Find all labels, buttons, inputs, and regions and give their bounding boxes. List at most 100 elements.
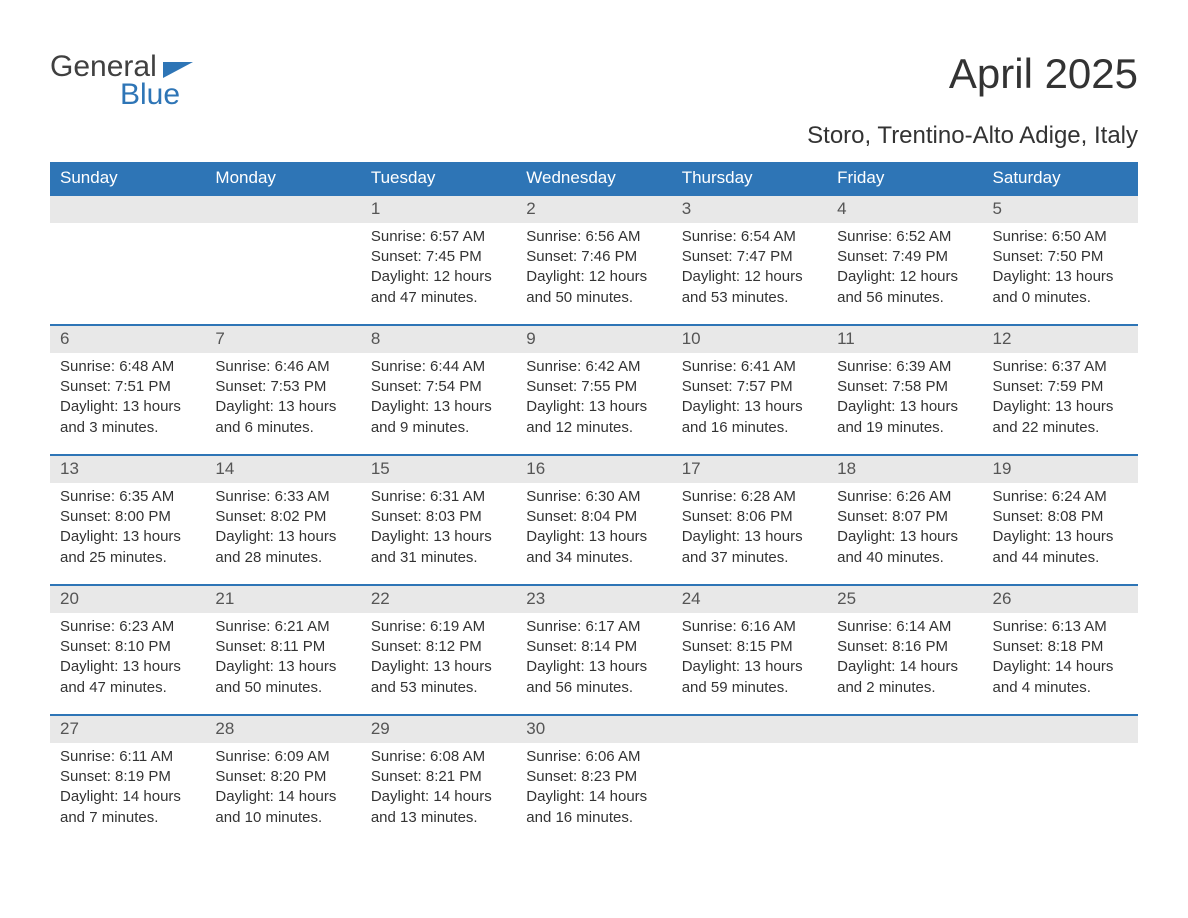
day-number: 9 <box>516 326 671 353</box>
daylight-line-1: Daylight: 14 hours <box>371 787 506 807</box>
calendar-cell: 30Sunrise: 6:06 AMSunset: 8:23 PMDayligh… <box>516 715 671 845</box>
sunset-line: Sunset: 7:47 PM <box>682 247 817 267</box>
sunset-line: Sunset: 7:57 PM <box>682 377 817 397</box>
calendar-week-row: 1Sunrise: 6:57 AMSunset: 7:45 PMDaylight… <box>50 195 1138 325</box>
daylight-line-1: Daylight: 13 hours <box>215 657 350 677</box>
day-number: 5 <box>983 196 1138 223</box>
calendar-cell: 19Sunrise: 6:24 AMSunset: 8:08 PMDayligh… <box>983 455 1138 585</box>
daylight-line-2: and 10 minutes. <box>215 808 350 828</box>
sunrise-line: Sunrise: 6:23 AM <box>60 617 195 637</box>
sunset-line: Sunset: 8:08 PM <box>993 507 1128 527</box>
daylight-line-2: and 37 minutes. <box>682 548 817 568</box>
location-subtitle: Storo, Trentino-Alto Adige, Italy <box>50 122 1138 150</box>
calendar-cell: 9Sunrise: 6:42 AMSunset: 7:55 PMDaylight… <box>516 325 671 455</box>
sunrise-line: Sunrise: 6:35 AM <box>60 487 195 507</box>
sunset-line: Sunset: 8:23 PM <box>526 767 661 787</box>
sunset-line: Sunset: 8:18 PM <box>993 637 1128 657</box>
sunset-line: Sunset: 8:11 PM <box>215 637 350 657</box>
day-number: 11 <box>827 326 982 353</box>
daylight-line-1: Daylight: 12 hours <box>371 267 506 287</box>
sunrise-line: Sunrise: 6:42 AM <box>526 357 661 377</box>
sunset-line: Sunset: 7:49 PM <box>837 247 972 267</box>
day-header: Wednesday <box>516 162 671 195</box>
day-data: Sunrise: 6:48 AMSunset: 7:51 PMDaylight:… <box>50 353 205 450</box>
calendar-cell <box>50 195 205 325</box>
day-number: 8 <box>361 326 516 353</box>
sunset-line: Sunset: 7:50 PM <box>993 247 1128 267</box>
day-data: Sunrise: 6:54 AMSunset: 7:47 PMDaylight:… <box>672 223 827 320</box>
sunrise-line: Sunrise: 6:31 AM <box>371 487 506 507</box>
sunrise-line: Sunrise: 6:19 AM <box>371 617 506 637</box>
sunrise-line: Sunrise: 6:21 AM <box>215 617 350 637</box>
day-number: 10 <box>672 326 827 353</box>
calendar-cell: 5Sunrise: 6:50 AMSunset: 7:50 PMDaylight… <box>983 195 1138 325</box>
calendar-cell: 2Sunrise: 6:56 AMSunset: 7:46 PMDaylight… <box>516 195 671 325</box>
daylight-line-2: and 47 minutes. <box>60 678 195 698</box>
daylight-line-2: and 40 minutes. <box>837 548 972 568</box>
calendar-cell: 12Sunrise: 6:37 AMSunset: 7:59 PMDayligh… <box>983 325 1138 455</box>
sunset-line: Sunset: 8:10 PM <box>60 637 195 657</box>
sunset-line: Sunset: 8:19 PM <box>60 767 195 787</box>
calendar-cell: 27Sunrise: 6:11 AMSunset: 8:19 PMDayligh… <box>50 715 205 845</box>
day-number: 18 <box>827 456 982 483</box>
sunrise-line: Sunrise: 6:06 AM <box>526 747 661 767</box>
day-number <box>205 196 360 223</box>
daylight-line-2: and 4 minutes. <box>993 678 1128 698</box>
daylight-line-2: and 13 minutes. <box>371 808 506 828</box>
calendar-cell: 16Sunrise: 6:30 AMSunset: 8:04 PMDayligh… <box>516 455 671 585</box>
daylight-line-1: Daylight: 14 hours <box>526 787 661 807</box>
day-number: 13 <box>50 456 205 483</box>
day-number <box>827 716 982 743</box>
sunrise-line: Sunrise: 6:37 AM <box>993 357 1128 377</box>
day-number: 25 <box>827 586 982 613</box>
day-data: Sunrise: 6:11 AMSunset: 8:19 PMDaylight:… <box>50 743 205 840</box>
sunrise-line: Sunrise: 6:28 AM <box>682 487 817 507</box>
page-title: April 2025 <box>949 50 1138 98</box>
calendar-cell <box>827 715 982 845</box>
calendar-table: Sunday Monday Tuesday Wednesday Thursday… <box>50 162 1138 845</box>
daylight-line-2: and 9 minutes. <box>371 418 506 438</box>
day-data: Sunrise: 6:21 AMSunset: 8:11 PMDaylight:… <box>205 613 360 710</box>
sunset-line: Sunset: 8:02 PM <box>215 507 350 527</box>
day-number: 14 <box>205 456 360 483</box>
sunrise-line: Sunrise: 6:39 AM <box>837 357 972 377</box>
daylight-line-2: and 0 minutes. <box>993 288 1128 308</box>
calendar-cell: 23Sunrise: 6:17 AMSunset: 8:14 PMDayligh… <box>516 585 671 715</box>
daylight-line-1: Daylight: 13 hours <box>526 657 661 677</box>
calendar-cell: 22Sunrise: 6:19 AMSunset: 8:12 PMDayligh… <box>361 585 516 715</box>
sunrise-line: Sunrise: 6:56 AM <box>526 227 661 247</box>
sunset-line: Sunset: 8:04 PM <box>526 507 661 527</box>
day-number: 16 <box>516 456 671 483</box>
sunrise-line: Sunrise: 6:33 AM <box>215 487 350 507</box>
daylight-line-2: and 16 minutes. <box>682 418 817 438</box>
day-data: Sunrise: 6:14 AMSunset: 8:16 PMDaylight:… <box>827 613 982 710</box>
calendar-cell: 4Sunrise: 6:52 AMSunset: 7:49 PMDaylight… <box>827 195 982 325</box>
sunrise-line: Sunrise: 6:57 AM <box>371 227 506 247</box>
calendar-cell: 26Sunrise: 6:13 AMSunset: 8:18 PMDayligh… <box>983 585 1138 715</box>
daylight-line-2: and 3 minutes. <box>60 418 195 438</box>
day-data: Sunrise: 6:39 AMSunset: 7:58 PMDaylight:… <box>827 353 982 450</box>
day-data: Sunrise: 6:09 AMSunset: 8:20 PMDaylight:… <box>205 743 360 840</box>
daylight-line-1: Daylight: 13 hours <box>837 397 972 417</box>
day-data: Sunrise: 6:08 AMSunset: 8:21 PMDaylight:… <box>361 743 516 840</box>
sunset-line: Sunset: 8:12 PM <box>371 637 506 657</box>
daylight-line-2: and 12 minutes. <box>526 418 661 438</box>
day-number: 2 <box>516 196 671 223</box>
day-data: Sunrise: 6:56 AMSunset: 7:46 PMDaylight:… <box>516 223 671 320</box>
sunrise-line: Sunrise: 6:11 AM <box>60 747 195 767</box>
sunset-line: Sunset: 8:21 PM <box>371 767 506 787</box>
day-number: 21 <box>205 586 360 613</box>
calendar-cell: 14Sunrise: 6:33 AMSunset: 8:02 PMDayligh… <box>205 455 360 585</box>
daylight-line-1: Daylight: 14 hours <box>60 787 195 807</box>
daylight-line-1: Daylight: 12 hours <box>526 267 661 287</box>
daylight-line-2: and 50 minutes. <box>526 288 661 308</box>
sunset-line: Sunset: 7:59 PM <box>993 377 1128 397</box>
daylight-line-2: and 53 minutes. <box>682 288 817 308</box>
daylight-line-2: and 2 minutes. <box>837 678 972 698</box>
daylight-line-1: Daylight: 13 hours <box>526 527 661 547</box>
day-data: Sunrise: 6:23 AMSunset: 8:10 PMDaylight:… <box>50 613 205 710</box>
sunset-line: Sunset: 8:00 PM <box>60 507 195 527</box>
daylight-line-1: Daylight: 13 hours <box>371 657 506 677</box>
daylight-line-1: Daylight: 13 hours <box>215 397 350 417</box>
day-data: Sunrise: 6:46 AMSunset: 7:53 PMDaylight:… <box>205 353 360 450</box>
